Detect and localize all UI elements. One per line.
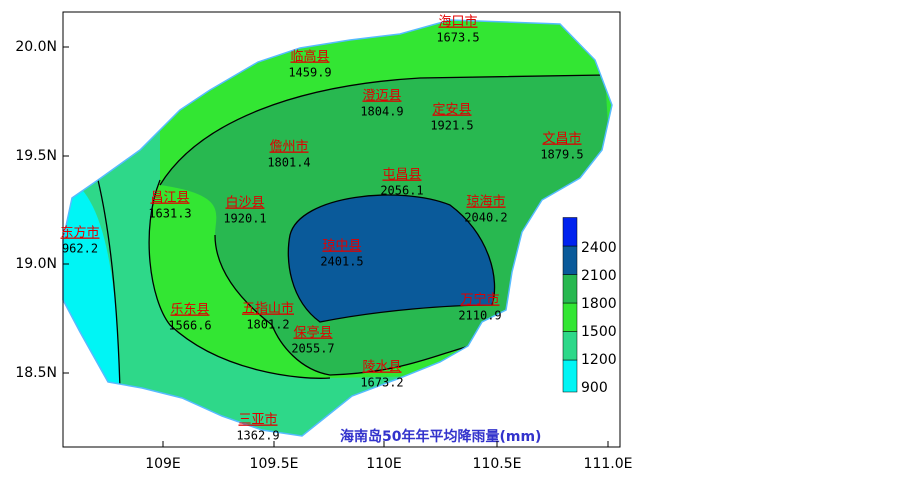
legend-swatch (562, 302, 578, 332)
station-value: 2055.7 (291, 342, 334, 356)
station-value: 1804.9 (360, 105, 403, 119)
station-value: 1459.9 (288, 66, 331, 80)
station-name: 海口市 (438, 14, 477, 30)
station-value: 1921.5 (430, 119, 473, 133)
station-name: 东方市 (60, 225, 99, 241)
station-value: 1920.1 (223, 212, 266, 226)
station-value: 1879.5 (540, 148, 583, 162)
station-name: 文昌市 (542, 131, 581, 147)
station-value: 1801.2 (246, 318, 289, 332)
contours (97, 74, 606, 391)
legend-swatch (562, 245, 578, 275)
station-value: 1566.6 (168, 319, 211, 333)
station-value: 1631.3 (148, 207, 191, 221)
station-name: 琼中县 (322, 239, 361, 254)
station-name: 乐东县 (170, 303, 209, 318)
contour (148, 179, 331, 379)
map-title: 海南岛50年年平均降雨量(mm) (340, 428, 541, 445)
station-value: 2401.5 (320, 255, 363, 269)
y-tick-label: 18.5N (15, 365, 57, 381)
legend-label: 2400 (581, 240, 617, 256)
y-tick-label: 19.5N (15, 148, 57, 164)
station-name: 保亭县 (293, 325, 332, 341)
contour (97, 179, 121, 391)
legend-label: 2100 (581, 268, 617, 284)
contour (287, 194, 496, 323)
station-name: 屯昌县 (382, 168, 421, 183)
x-tick-label: 109.5E (250, 456, 299, 472)
station-name: 琼海市 (466, 194, 505, 210)
x-tick-label: 109E (145, 456, 181, 472)
station-value: 1673.5 (436, 31, 479, 45)
contour (214, 234, 501, 376)
legend-swatch (562, 359, 578, 393)
legend-label: 900 (581, 380, 608, 396)
station-name: 三亚市 (238, 412, 277, 428)
station-name: 五指山市 (242, 301, 294, 317)
station-name: 昌江县 (150, 191, 189, 206)
legend-swatch (562, 331, 578, 361)
station-value: 1801.4 (267, 156, 310, 170)
zone-2100 (288, 195, 495, 322)
station-value: 1362.9 (236, 429, 279, 443)
x-tick-label: 110.5E (473, 456, 522, 472)
station-name: 陵水县 (362, 360, 401, 375)
legend-label: 1200 (581, 352, 617, 368)
x-tick-label: 111.0E (584, 456, 633, 472)
legend-label: 1500 (581, 324, 617, 340)
contour (159, 74, 606, 186)
station-name: 万宁市 (460, 292, 499, 308)
station-value: 962.2 (62, 242, 98, 256)
station-name: 儋州市 (269, 139, 308, 155)
station-name: 澄迈县 (362, 89, 401, 104)
legend-label: 1800 (581, 296, 617, 312)
y-tick-label: 20.0N (15, 39, 57, 55)
station-value: 2110.9 (458, 309, 501, 323)
station-name: 临高县 (290, 49, 329, 65)
frame (62, 11, 621, 448)
station-name: 定安县 (432, 103, 471, 118)
y-tick-label: 19.0N (15, 256, 57, 272)
legend-swatch (562, 274, 578, 304)
station-name: 白沙县 (225, 195, 264, 211)
station-value: 2040.2 (464, 211, 507, 225)
station-value: 1673.2 (360, 376, 403, 390)
x-tick-label: 110E (366, 456, 402, 472)
station-value: 2056.1 (380, 184, 423, 198)
legend-swatch (562, 217, 578, 247)
